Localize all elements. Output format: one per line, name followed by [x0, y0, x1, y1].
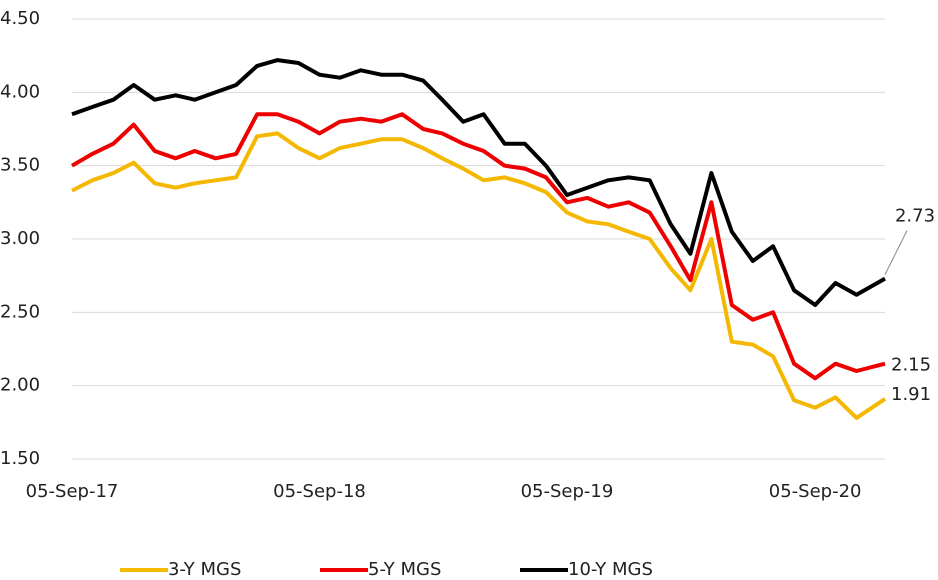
value-label: 1.91: [891, 384, 931, 405]
x-tick-label: 05-Sep-17: [26, 481, 119, 502]
x-tick-label: 05-Sep-18: [273, 481, 366, 502]
x-tick-label: 05-Sep-19: [521, 481, 614, 502]
series-line: [71, 131, 887, 420]
y-tick-label: 3.00: [0, 228, 40, 249]
y-tick-label: 1.50: [0, 448, 40, 469]
value-label: 2.73: [895, 206, 935, 227]
series-line: [71, 58, 886, 307]
y-tick-label: 2.00: [0, 375, 40, 396]
x-tick-label: 05-Sep-20: [769, 481, 862, 502]
y-tick-label: 2.50: [0, 301, 40, 322]
legend-label: 10-Y MGS: [568, 559, 653, 580]
y-tick-label: 4.00: [0, 81, 40, 102]
value-label: 2.15: [891, 355, 931, 376]
y-tick-label: 4.50: [0, 8, 40, 29]
leader-line: [884, 230, 908, 275]
legend-label: 3-Y MGS: [168, 559, 241, 580]
y-tick-label: 3.50: [0, 155, 40, 176]
series-line: [70, 112, 886, 381]
legend-label: 5-Y MGS: [368, 559, 441, 580]
